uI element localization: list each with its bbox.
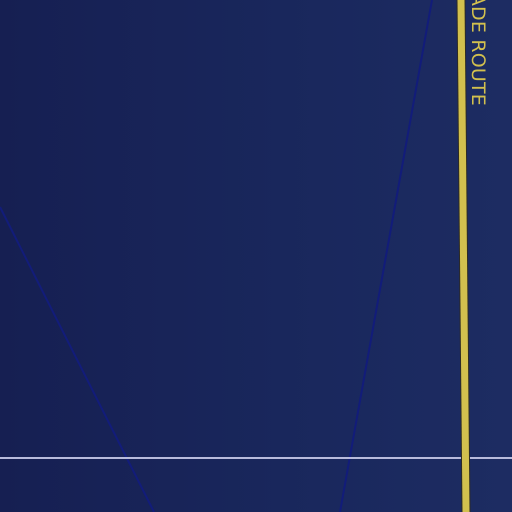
thin-route-left-diagonal	[0, 206, 155, 512]
thin-route-right-diagonal	[339, 0, 433, 512]
trade-route-label: ADE ROUTE	[467, 0, 489, 106]
trade-route-line[interactable]	[457, 0, 470, 512]
